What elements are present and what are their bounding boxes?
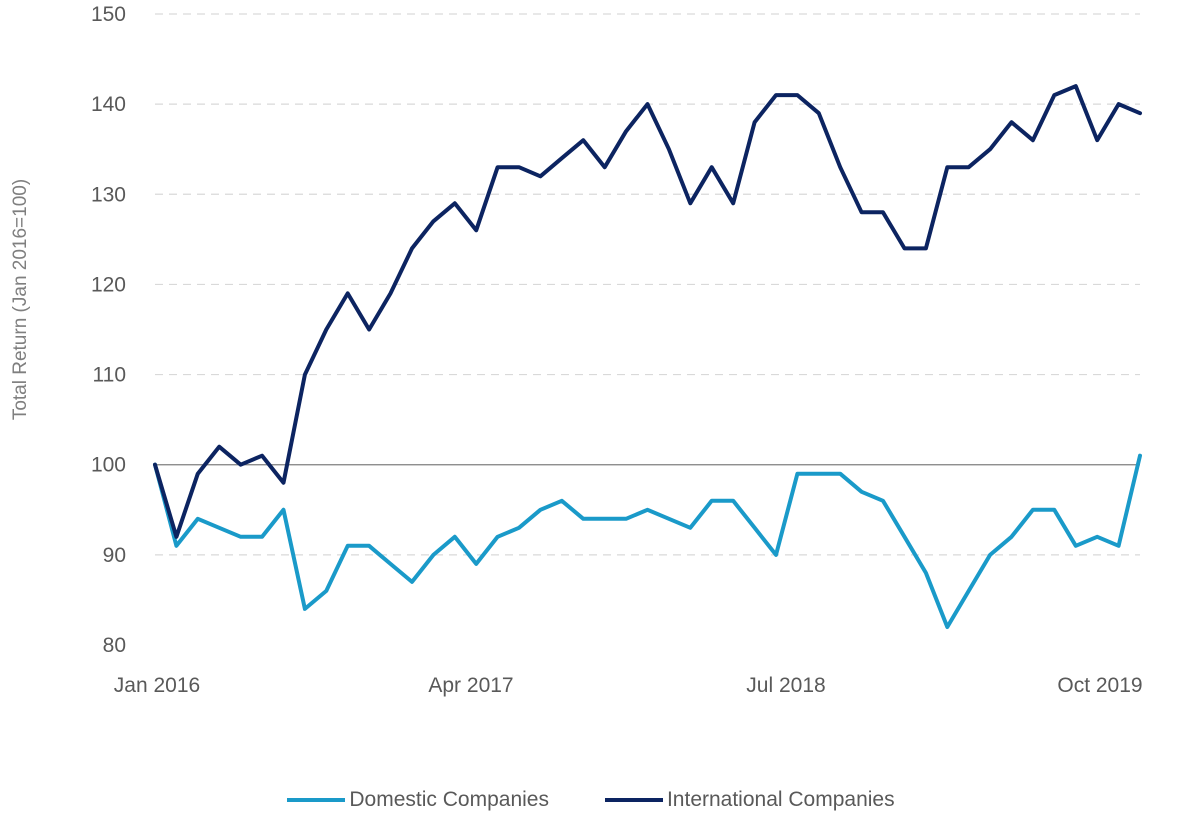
legend-label-domestic: Domestic Companies	[349, 788, 549, 811]
y-tick-label: 150	[91, 3, 126, 26]
legend-swatch-domestic	[287, 798, 346, 802]
y-tick-label: 110	[93, 364, 126, 387]
legend-swatch-international	[604, 798, 663, 802]
y-tick-label: 80	[103, 634, 126, 657]
x-tick-label: Jul 2018	[746, 674, 825, 697]
x-tick-label: Jan 2016	[114, 674, 200, 697]
legend-item-domestic: Domestic Companies	[287, 788, 549, 812]
y-tick-label: 130	[91, 183, 126, 206]
series-line-domestic	[153, 453, 1142, 629]
y-tick-label: 140	[91, 93, 126, 116]
y-tick-label: 100	[91, 454, 126, 477]
legend-label-international: International Companies	[666, 788, 895, 811]
x-tick-labels: Jan 2016 Apr 2017 Jul 2018 Oct 2019	[114, 674, 1143, 697]
legend: Domestic Companies International Compani…	[0, 788, 1182, 812]
y-tick-labels: 80 90 100 110 120 130 140 150	[91, 3, 126, 657]
y-tick-label: 90	[103, 544, 126, 567]
series-lines	[153, 84, 1142, 629]
y-tick-label: 120	[91, 273, 126, 296]
series-line-international	[153, 84, 1142, 539]
x-tick-label: Apr 2017	[428, 674, 513, 697]
y-axis-label: Total Return (Jan 2016=100)	[10, 179, 31, 420]
legend-item-international: International Companies	[604, 788, 895, 812]
gridlines	[155, 13, 1140, 556]
x-tick-label: Oct 2019	[1057, 674, 1142, 697]
